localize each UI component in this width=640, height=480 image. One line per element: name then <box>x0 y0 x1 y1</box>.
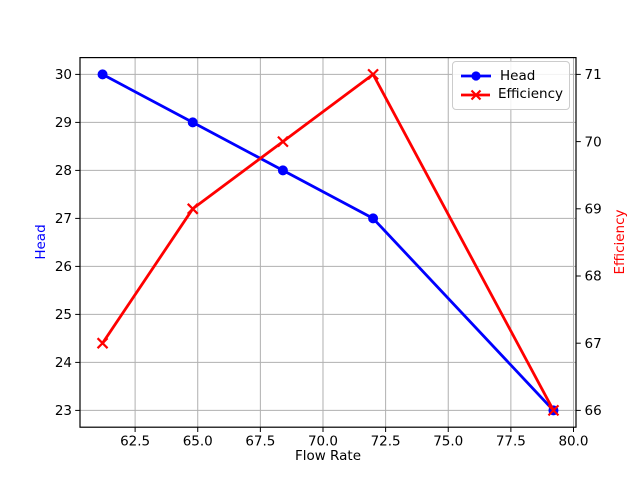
x-tick-label: 75.0 <box>433 434 463 450</box>
left-y-tick-label: 29 <box>55 115 72 131</box>
tick-labels: 62.5 65.0 67.5 70.0 72.5 75.0 77.5 80.0 23 24 25 26… <box>55 67 602 450</box>
x-tick-label: 65.0 <box>183 434 213 450</box>
data-point-marker <box>277 165 288 176</box>
left-y-tick-label: 25 <box>55 307 72 323</box>
left-y-tick-label: 28 <box>55 163 72 179</box>
legend-entry-efficiency: Efficiency <box>460 86 563 102</box>
axes-frame <box>79 56 577 428</box>
efficiency-series <box>96 68 560 417</box>
legend-label-head: Head <box>500 67 536 84</box>
left-y-tick-label: 26 <box>55 259 72 275</box>
head-line-sample-icon <box>461 71 491 81</box>
efficiency-line <box>101 73 555 412</box>
legend-sample-circle-marker <box>471 71 481 81</box>
x-tick-label: 67.5 <box>245 434 275 450</box>
right-y-tick-label: 69 <box>585 202 602 218</box>
tick-marks <box>75 73 581 432</box>
right-axis-label: Efficiency <box>612 209 628 275</box>
left-y-tick-label: 24 <box>55 355 72 371</box>
efficiency-line-sample-icon <box>461 89 490 101</box>
head-series <box>97 69 559 416</box>
data-point-marker <box>97 69 108 80</box>
right-y-tick-label: 70 <box>585 134 602 150</box>
left-y-tick-label: 23 <box>55 403 72 419</box>
right-y-tick-label: 68 <box>585 269 602 285</box>
x-tick-label: 70.0 <box>308 434 338 450</box>
left-axis-label: Head <box>33 224 49 260</box>
data-point-marker <box>368 213 379 224</box>
data-point-marker <box>367 68 379 81</box>
right-y-tick-label: 66 <box>585 403 602 419</box>
x-tick-label: 77.5 <box>496 434 526 450</box>
left-y-tick-label: 27 <box>55 211 72 227</box>
left-y-tick-label: 30 <box>55 67 72 83</box>
legend-sample-x-marker <box>470 89 482 101</box>
x-axis-label: Flow Rate <box>294 448 362 464</box>
right-y-tick-label: 67 <box>585 336 602 352</box>
data-point-marker <box>187 117 198 128</box>
data-point-marker <box>96 337 109 349</box>
right-y-tick-label: 71 <box>585 67 602 83</box>
grid <box>80 57 576 428</box>
data-point-marker <box>186 203 199 215</box>
x-tick-label: 80.0 <box>558 434 588 450</box>
x-tick-label: 62.5 <box>120 434 150 450</box>
data-point-marker <box>547 404 560 417</box>
legend-entry-head: Head <box>460 69 563 83</box>
legend-label-efficiency: Efficiency <box>497 86 563 102</box>
legend: Head Efficiency <box>452 61 570 110</box>
data-point-marker <box>277 135 289 148</box>
x-tick-label: 72.5 <box>371 434 401 450</box>
